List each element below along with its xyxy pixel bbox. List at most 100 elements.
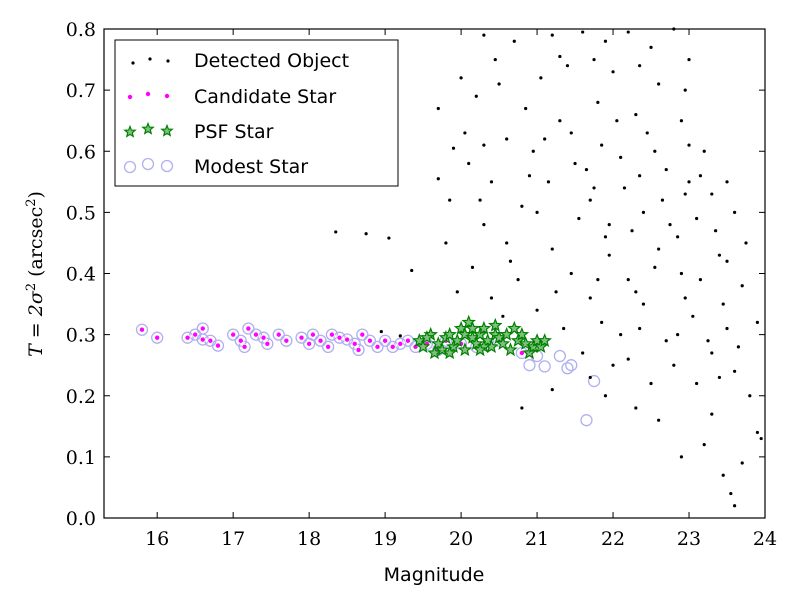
- detected-object-point: [619, 333, 623, 337]
- detected-object-point: [334, 230, 338, 234]
- detected-object-point: [569, 131, 573, 135]
- modest-star-point: [227, 328, 240, 341]
- detected-object-point: [645, 131, 649, 135]
- modest-star-point: [363, 334, 377, 347]
- psf-star-point: [442, 345, 457, 360]
- candidate-star-point: [199, 336, 206, 343]
- legend-marker-modest-star: [123, 160, 137, 174]
- candidate-star-point: [309, 331, 316, 338]
- detected-object-point: [660, 198, 665, 202]
- detected-object-point: [550, 388, 554, 392]
- detected-object-point: [630, 229, 634, 233]
- detected-object-point: [695, 381, 699, 386]
- detected-object-point: [482, 143, 486, 147]
- detected-object-point: [603, 235, 608, 239]
- detected-object-point: [562, 326, 566, 331]
- detected-object-point: [641, 210, 646, 214]
- x-tick-label: 20: [449, 528, 473, 550]
- modest-star-point: [401, 334, 415, 347]
- detected-object-point: [569, 271, 573, 276]
- psf-star-point: [537, 333, 552, 347]
- detected-object-point: [683, 192, 687, 196]
- modest-star-point: [565, 359, 578, 372]
- modest-star-point: [211, 339, 225, 352]
- detected-object-point: [482, 223, 486, 227]
- detected-object-point: [687, 57, 691, 62]
- x-tick-label: 22: [601, 528, 625, 550]
- modest-star-point: [151, 331, 164, 344]
- detected-object-point: [448, 198, 452, 202]
- detected-object-point: [657, 82, 661, 86]
- detected-object-point: [638, 326, 642, 331]
- modest-star-point: [261, 337, 274, 350]
- detected-object-point: [546, 180, 551, 184]
- candidate-star-point: [283, 337, 290, 344]
- modest-star-point: [238, 340, 251, 354]
- detected-object-point: [702, 443, 706, 447]
- detected-object-point: [717, 375, 722, 380]
- detected-object-point: [634, 290, 638, 294]
- x-tick-label: 21: [525, 528, 549, 550]
- detected-object-point: [505, 137, 509, 141]
- detected-object-point: [725, 326, 729, 331]
- detected-object-point: [550, 247, 554, 251]
- modest-star-point: [523, 359, 536, 372]
- detected-object-point: [478, 198, 482, 202]
- detected-object-point: [638, 174, 642, 178]
- legend-marker-detected-object: [166, 59, 170, 63]
- modest-star-point: [587, 374, 601, 388]
- detected-object-point: [676, 235, 680, 239]
- candidate-star-point: [366, 337, 373, 344]
- detected-object-point: [748, 394, 752, 398]
- detected-object-point: [588, 375, 592, 380]
- legend-label-candidate: Candidate Star: [194, 86, 336, 108]
- detected-object-point: [535, 308, 539, 312]
- detected-object-point: [668, 223, 672, 227]
- detected-object-point: [501, 314, 505, 318]
- detected-object-point: [600, 320, 604, 324]
- detected-object-point: [676, 333, 680, 337]
- psf-star-point: [465, 330, 480, 344]
- detected-object-point: [687, 180, 691, 184]
- detected-object-point: [550, 33, 554, 37]
- detected-object-point: [626, 357, 630, 361]
- psf-star-point: [476, 320, 492, 335]
- x-tick-label: 18: [297, 528, 321, 550]
- detected-object-point: [717, 253, 722, 257]
- x-tick-label: 24: [753, 528, 777, 550]
- detected-object-point: [744, 241, 748, 245]
- detected-object-point: [603, 39, 608, 43]
- detected-object-point: [524, 106, 528, 111]
- detected-object-point: [641, 302, 646, 306]
- candidate-star-point: [241, 343, 248, 350]
- detected-object-point: [596, 100, 600, 104]
- y-tick-label: 0.1: [66, 447, 96, 469]
- candidate-star-point: [344, 336, 351, 343]
- axis-ticks: 16 17 18 19 20 21 22 23 24 0.0 0.1 0.2 0.3 0.4 0.5 0.6 0…: [66, 19, 777, 550]
- detected-object-point: [489, 296, 494, 300]
- detected-object-point: [584, 167, 589, 172]
- candidate-star-point: [328, 331, 335, 338]
- detected-object-point: [733, 210, 737, 214]
- detected-object-point: [683, 296, 687, 300]
- detected-object-point: [527, 174, 532, 178]
- modest-star-point: [257, 331, 270, 344]
- detected-object-point: [516, 278, 520, 282]
- detected-object-point: [706, 339, 710, 343]
- detected-object-point: [664, 167, 668, 172]
- legend-marker-modest-star: [141, 157, 155, 171]
- psf-star-point: [434, 342, 450, 357]
- detected-object-point: [695, 216, 699, 221]
- modest-star-point: [378, 334, 392, 347]
- detected-object-point: [710, 412, 714, 416]
- detected-object-point: [387, 236, 391, 240]
- detected-object-point: [721, 302, 725, 306]
- psf-star-point: [491, 330, 507, 344]
- detected-object-point: [702, 149, 706, 153]
- modest-star-point: [272, 328, 285, 341]
- modest-star-point: [321, 340, 335, 354]
- detected-object-point: [710, 351, 714, 355]
- detected-object-point: [581, 30, 585, 34]
- modest-star-point: [135, 323, 149, 336]
